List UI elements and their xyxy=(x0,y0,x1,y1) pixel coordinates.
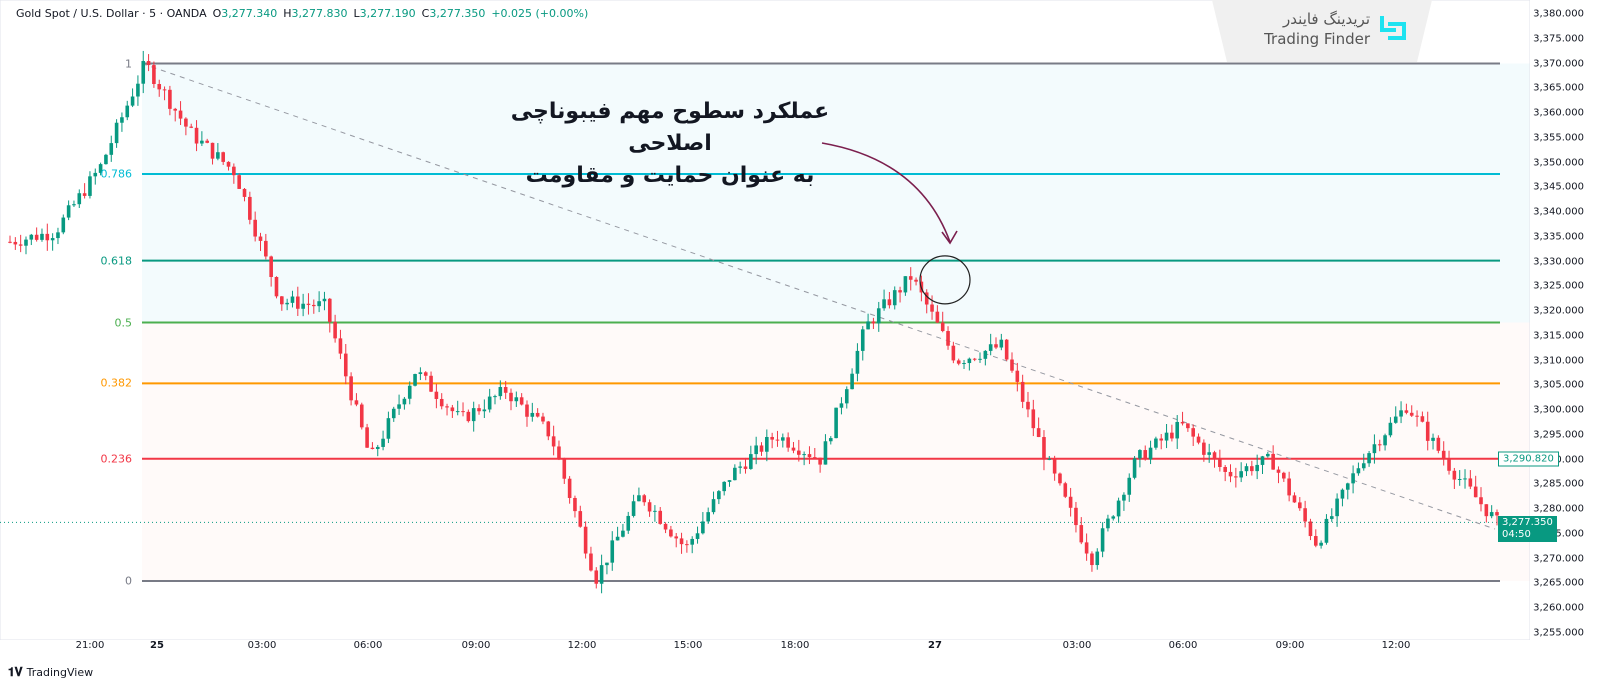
open-value: 3,277.340 xyxy=(221,6,278,20)
fib-level-label: 0.618 xyxy=(100,254,133,268)
time-tick: 18:00 xyxy=(780,640,810,651)
price-tick: 3,330.000 xyxy=(1533,256,1584,268)
price-tick: 3,260.000 xyxy=(1533,602,1584,614)
price-tick: 3,300.000 xyxy=(1533,404,1584,416)
logo-text-fa: تریدینگ فایندر xyxy=(1283,10,1370,28)
price-tick: 3,255.000 xyxy=(1533,627,1584,639)
reference-price-tag: 3,290.820 xyxy=(1498,451,1559,467)
price-tick: 3,335.000 xyxy=(1533,231,1584,243)
low-label: L xyxy=(353,6,360,20)
fib-level-label: 0.786 xyxy=(100,167,133,181)
price-tick: 3,310.000 xyxy=(1533,355,1584,367)
price-axis[interactable]: 3,380.000 3,375.000 3,370.000 3,365.000 3,36… xyxy=(1530,0,1600,640)
tradingview-brand: TradingView xyxy=(26,666,94,679)
time-tick: 09:00 xyxy=(461,640,491,651)
low-value: 3,277.190 xyxy=(359,6,416,20)
annotation-text: عملکرد سطوح مهم فیبوناچی اصلاحی به عنوان… xyxy=(490,96,850,192)
fib-level-label: 0.5 xyxy=(114,316,133,329)
time-tick: 15:00 xyxy=(673,640,703,651)
time-tick: 12:00 xyxy=(567,640,597,651)
price-tick: 3,285.000 xyxy=(1533,478,1584,490)
symbol-header: Gold Spot / U.S. Dollar · 5 · OANDA O3,2… xyxy=(16,4,588,22)
bar-countdown: 04:50 xyxy=(1502,529,1531,540)
price-tick: 3,340.000 xyxy=(1533,206,1584,218)
time-tick: 27 xyxy=(928,640,942,651)
tradingview-logo-icon: 𝟏𝐕 xyxy=(8,665,23,679)
price-tick: 3,365.000 xyxy=(1533,82,1584,94)
tradingview-watermark: 𝟏𝐕 TradingView xyxy=(8,665,93,680)
price-tick: 3,370.000 xyxy=(1533,58,1584,70)
time-tick: 12:00 xyxy=(1381,640,1411,651)
fib-level-label: 0.236 xyxy=(100,452,133,466)
fib-level-label: 1 xyxy=(125,57,132,71)
price-tick: 3,320.000 xyxy=(1533,305,1584,317)
price-tick: 3,375.000 xyxy=(1533,33,1584,45)
price-tick: 3,275.000 xyxy=(1533,528,1584,540)
price-tick: 3,380.000 xyxy=(1533,8,1584,20)
price-tick: 3,265.000 xyxy=(1533,577,1584,589)
current-price: 3,277.350 xyxy=(1502,517,1553,528)
time-tick: 06:00 xyxy=(353,640,383,651)
price-tick: 3,305.000 xyxy=(1533,379,1584,391)
time-tick: 06:00 xyxy=(1168,640,1198,651)
time-tick: 03:00 xyxy=(1062,640,1092,651)
price-tick: 3,360.000 xyxy=(1533,107,1584,119)
price-tick: 3,315.000 xyxy=(1533,330,1584,342)
close-label: C xyxy=(421,6,430,20)
logo-mark-icon xyxy=(1380,16,1406,40)
change-value: +0.025 (+0.00%) xyxy=(491,6,589,20)
annotation-arrow xyxy=(821,142,951,243)
high-label: H xyxy=(283,6,292,20)
time-tick: 03:00 xyxy=(247,640,277,651)
annotation-line-1: عملکرد سطوح مهم فیبوناچی اصلاحی xyxy=(510,99,830,156)
price-tick: 3,295.000 xyxy=(1533,429,1584,441)
current-price-tag: 3,277.350 04:50 xyxy=(1498,516,1557,542)
price-tick: 3,325.000 xyxy=(1533,280,1584,292)
annotation-line-2: به عنوان حمایت و مقاومت xyxy=(525,163,815,188)
chart-area[interactable] xyxy=(0,0,1530,640)
logo-text-en: Trading Finder xyxy=(1264,30,1370,48)
price-tick: 3,270.000 xyxy=(1533,553,1584,565)
symbol-title: Gold Spot / U.S. Dollar · 5 · OANDA xyxy=(16,6,207,20)
time-tick: 25 xyxy=(150,640,164,651)
price-tick: 3,345.000 xyxy=(1533,181,1584,193)
time-tick: 09:00 xyxy=(1275,640,1305,651)
time-axis[interactable]: 21:00 25 03:00 06:00 09:00 12:00 15:00 18:00 27 0… xyxy=(0,640,1530,660)
candlestick-chart[interactable] xyxy=(0,0,1530,640)
fib-level-label: 0 xyxy=(125,574,132,588)
trading-finder-logo: تریدینگ فایندر Trading Finder xyxy=(1212,0,1432,62)
logo-backdrop xyxy=(1212,0,1432,62)
open-label: O xyxy=(212,6,222,20)
price-tick: 3,355.000 xyxy=(1533,132,1584,144)
time-tick: 21:00 xyxy=(75,640,105,651)
highlight-circle xyxy=(919,255,971,305)
price-tick: 3,280.000 xyxy=(1533,503,1584,515)
close-value: 3,277.350 xyxy=(429,6,486,20)
trendline xyxy=(141,63,1496,530)
fib-level-label: 0.382 xyxy=(100,376,133,390)
price-tick: 3,350.000 xyxy=(1533,157,1584,169)
high-value: 3,277.830 xyxy=(291,6,348,20)
